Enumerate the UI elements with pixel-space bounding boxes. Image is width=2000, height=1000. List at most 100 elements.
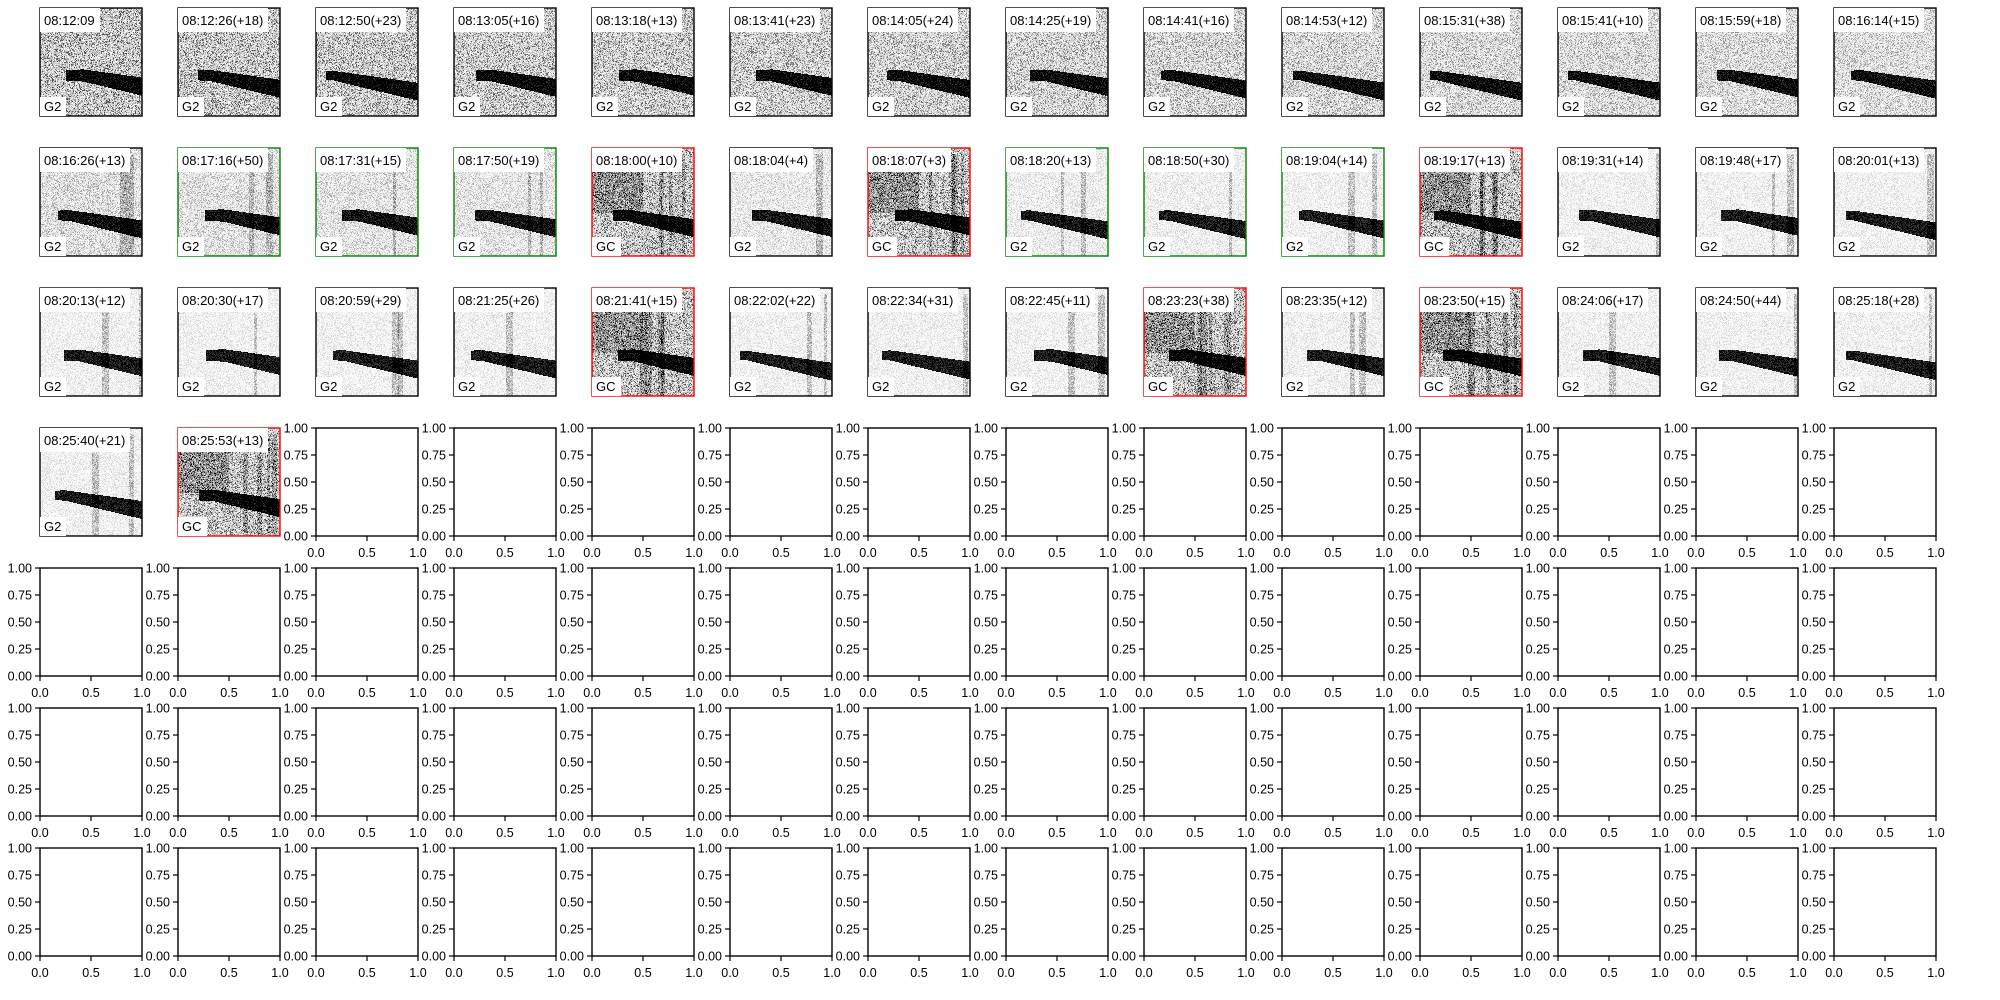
x-tick-label: 1.0 — [1375, 966, 1392, 980]
empty-axes: 0.00 0.25 0.50 0.75 1.00 0.0 0.5 1.0 — [1526, 562, 1669, 701]
x-tick-label: 0.0 — [1411, 546, 1428, 560]
y-tick-label: 1.00 — [422, 842, 446, 856]
y-tick-label: 0.25 — [1250, 503, 1274, 517]
y-tick-label: 0.25 — [1112, 783, 1136, 797]
empty-axes: 0.00 0.25 0.50 0.75 1.00 0.0 0.5 1.0 — [1388, 422, 1531, 561]
y-tick-label: 1.00 — [1388, 422, 1412, 436]
y-tick-label: 0.50 — [1250, 896, 1274, 910]
y-tick-label: 0.25 — [1664, 643, 1688, 657]
panel-time-label: 08:19:04(+14) — [1282, 148, 1373, 172]
y-tick-label: 0.75 — [560, 589, 584, 603]
y-tick-label: 0.50 — [836, 476, 860, 490]
y-tick-label: 0.75 — [1802, 589, 1826, 603]
y-tick-label: 0.50 — [836, 616, 860, 630]
panel-class-label: G2 — [178, 237, 205, 256]
panel-class-label: G2 — [40, 237, 67, 256]
y-tick-label: 0.00 — [974, 950, 998, 964]
empty-axes: 0.00 0.25 0.50 0.75 1.00 0.0 0.5 1.0 — [1526, 842, 1669, 981]
panel-time-label: 08:21:41(+15) — [592, 288, 683, 312]
x-tick-label: 0.5 — [1738, 686, 1755, 700]
y-tick-label: 1.00 — [1250, 422, 1274, 436]
axes-frame — [177, 707, 281, 817]
panel-time-label: 08:23:50(+15) — [1420, 288, 1511, 312]
y-tick-label: 1.00 — [1388, 702, 1412, 716]
panel-time-label: 08:19:48(+17) — [1696, 148, 1787, 172]
y-tick-label: 0.00 — [836, 810, 860, 824]
y-tick-label: 0.00 — [974, 670, 998, 684]
y-tick-label: 1.00 — [1250, 842, 1274, 856]
y-tick-label: 0.25 — [1526, 643, 1550, 657]
x-tick-label: 0.0 — [1411, 966, 1428, 980]
y-tick-label: 1.00 — [698, 562, 722, 576]
x-tick-label: 1.0 — [1927, 966, 1944, 980]
panel-time-label: 08:20:59(+29) — [316, 288, 407, 312]
y-tick-label: 0.50 — [1388, 616, 1412, 630]
y-tick-label: 0.50 — [1802, 616, 1826, 630]
empty-axes: 0.00 0.25 0.50 0.75 1.00 0.0 0.5 1.0 — [974, 702, 1117, 841]
panel-class-label: G2 — [730, 97, 757, 116]
x-tick-label: 0.0 — [721, 966, 738, 980]
empty-axes: 0.00 0.25 0.50 0.75 1.00 0.0 0.5 1.0 — [1664, 702, 1807, 841]
y-tick-label: 0.50 — [1388, 756, 1412, 770]
panel-class-label: GC — [592, 377, 621, 396]
x-tick-label: 0.5 — [1600, 546, 1617, 560]
x-tick-label: 0.5 — [1600, 686, 1617, 700]
panel-time-label: 08:15:31(+38) — [1420, 8, 1511, 32]
y-tick-label: 1.00 — [974, 422, 998, 436]
axes-frame — [1695, 847, 1799, 957]
y-tick-label: 0.75 — [836, 449, 860, 463]
y-tick-label: 1.00 — [146, 562, 170, 576]
empty-axes: 0.00 0.25 0.50 0.75 1.00 0.0 0.5 1.0 — [560, 562, 703, 701]
y-tick-label: 1.00 — [284, 842, 308, 856]
panel-class-label: G2 — [868, 377, 895, 396]
y-tick-label: 1.00 — [1802, 422, 1826, 436]
panel-time-label: 08:22:34(+31) — [868, 288, 959, 312]
panel-class-label: G2 — [1006, 237, 1033, 256]
panel-time-label: 08:16:26(+13) — [40, 148, 131, 172]
y-tick-label: 1.00 — [1526, 422, 1550, 436]
x-tick-label: 0.5 — [496, 546, 513, 560]
x-tick-label: 1.0 — [1651, 826, 1668, 840]
y-tick-label: 0.00 — [284, 530, 308, 544]
y-tick-label: 1.00 — [836, 702, 860, 716]
y-tick-label: 0.50 — [698, 476, 722, 490]
y-tick-label: 0.25 — [422, 643, 446, 657]
x-tick-label: 0.5 — [772, 966, 789, 980]
x-tick-label: 1.0 — [271, 826, 288, 840]
empty-axes: 0.00 0.25 0.50 0.75 1.00 0.0 0.5 1.0 — [698, 562, 841, 701]
x-tick-label: 0.0 — [307, 546, 324, 560]
x-tick-label: 1.0 — [409, 686, 426, 700]
x-tick-label: 0.5 — [1600, 966, 1617, 980]
axes-frame — [39, 567, 143, 677]
y-tick-label: 0.00 — [1802, 530, 1826, 544]
y-tick-label: 1.00 — [560, 562, 584, 576]
axes-frame — [867, 567, 971, 677]
y-tick-label: 0.50 — [284, 616, 308, 630]
panel-class-label: GC — [592, 237, 621, 256]
x-tick-label: 0.5 — [1186, 546, 1203, 560]
y-tick-label: 1.00 — [698, 702, 722, 716]
panel-class-label: G2 — [40, 517, 67, 536]
empty-axes: 0.00 0.25 0.50 0.75 1.00 0.0 0.5 1.0 — [422, 422, 565, 561]
x-tick-label: 0.0 — [1825, 546, 1842, 560]
y-tick-label: 0.00 — [1526, 810, 1550, 824]
y-tick-label: 0.00 — [422, 950, 446, 964]
y-tick-label: 1.00 — [8, 562, 32, 576]
x-tick-label: 1.0 — [1927, 686, 1944, 700]
y-tick-label: 0.25 — [1664, 503, 1688, 517]
x-tick-label: 1.0 — [133, 686, 150, 700]
panel-time-label: 08:25:40(+21) — [40, 428, 131, 452]
y-tick-label: 0.75 — [1802, 449, 1826, 463]
axes-frame — [1833, 427, 1937, 537]
empty-axes: 0.00 0.25 0.50 0.75 1.00 0.0 0.5 1.0 — [422, 702, 565, 841]
x-tick-label: 1.0 — [961, 826, 978, 840]
x-tick-label: 0.0 — [31, 826, 48, 840]
empty-axes: 0.00 0.25 0.50 0.75 1.00 0.0 0.5 1.0 — [1388, 702, 1531, 841]
y-tick-label: 0.25 — [422, 923, 446, 937]
x-tick-label: 0.5 — [910, 826, 927, 840]
empty-axes: 0.00 0.25 0.50 0.75 1.00 0.0 0.5 1.0 — [284, 422, 427, 561]
x-tick-label: 0.0 — [1273, 686, 1290, 700]
x-tick-label: 0.5 — [1186, 966, 1203, 980]
panel-class-label: G2 — [1558, 97, 1585, 116]
